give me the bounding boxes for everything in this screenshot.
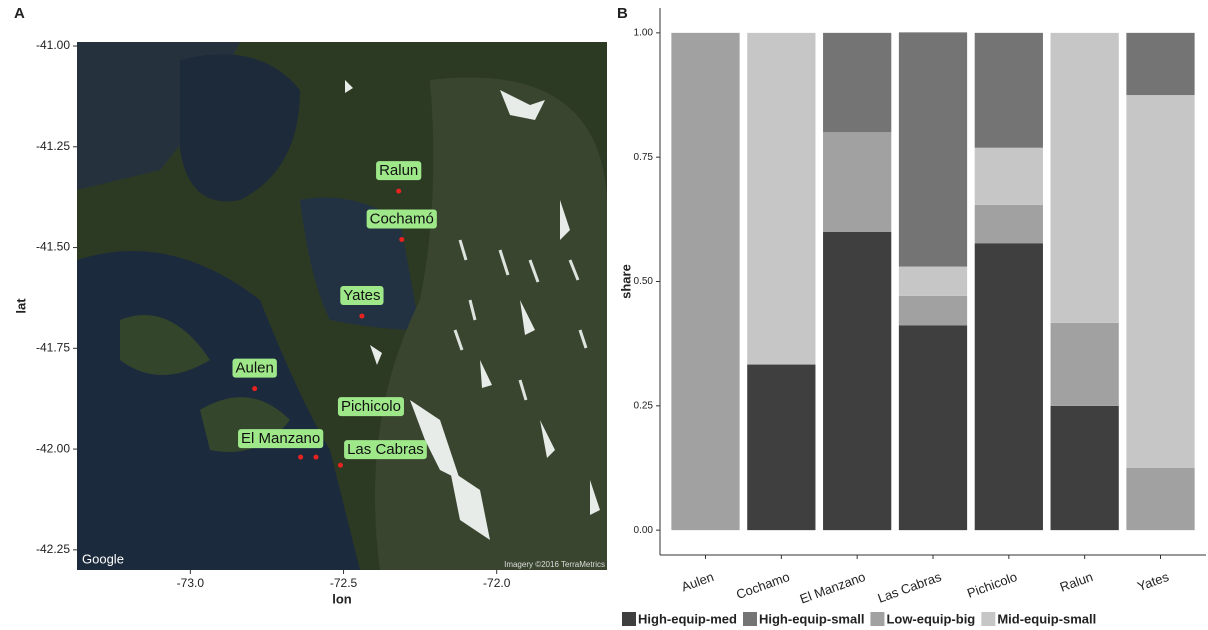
x-tick-label: -73.0 — [177, 576, 205, 590]
bar-segment — [1051, 406, 1119, 530]
map-image — [77, 42, 607, 570]
site-point — [338, 463, 343, 468]
site-label: Ralun — [379, 162, 418, 179]
site-point — [396, 189, 401, 194]
panel-label: A — [14, 5, 25, 22]
bar-segment — [671, 33, 739, 530]
y-tick-label: -41.25 — [36, 139, 70, 153]
map-credit: Google — [82, 551, 124, 566]
bar-segment — [1126, 95, 1194, 468]
bar-segment — [975, 148, 1043, 205]
bar-segment — [1126, 33, 1194, 95]
legend-swatch — [743, 612, 757, 626]
bar-segment — [1051, 33, 1119, 323]
site-label: Yates — [343, 287, 380, 304]
map-credit: Imagery ©2016 TerraMetrics — [504, 560, 605, 569]
y-tick-label: -41.50 — [36, 240, 70, 254]
x-axis-title: lon — [332, 591, 352, 606]
y-tick-label: 0.75 — [634, 152, 654, 163]
y-tick-label: -41.75 — [36, 340, 70, 354]
site-label: Pichicolo — [341, 398, 401, 415]
page: A B -73.0 -72.5 -72.0 -41.00 -41.25 -41.50 -41… — [0, 0, 1208, 630]
bar-segment — [975, 205, 1043, 243]
x-tick-label: Ralun — [1058, 569, 1095, 595]
x-tick-label: Yates — [1135, 569, 1171, 594]
site-label: El Manzano — [241, 430, 320, 447]
x-tick-label: El Manzano — [798, 569, 868, 607]
x-tick-label: Aulen — [679, 569, 715, 594]
legend-label: Mid-equip-small — [997, 611, 1096, 626]
site-label: Las Cabras — [347, 441, 424, 458]
site-label: Aulen — [236, 360, 274, 377]
bar-segment — [747, 365, 815, 531]
site-point — [298, 455, 303, 460]
y-axis-title: lat — [13, 298, 28, 314]
bar-segment — [899, 296, 967, 325]
bar-segment — [823, 33, 891, 132]
bar-segment — [823, 132, 891, 231]
legend-swatch — [870, 612, 884, 626]
bar-segment — [1051, 323, 1119, 406]
site-label: Cochamó — [370, 210, 434, 227]
y-axis-title: share — [618, 264, 633, 299]
legend-label: High-equip-small — [759, 611, 864, 626]
x-tick-label: -72.5 — [330, 576, 358, 590]
site-point — [359, 314, 364, 319]
figure: A B -73.0 -72.5 -72.0 -41.00 -41.25 -41.50 -41… — [0, 0, 1208, 630]
legend-swatch — [622, 612, 636, 626]
bar-segment — [823, 232, 891, 530]
x-tick-label: Pichicolo — [965, 569, 1019, 601]
y-tick-label: -41.00 — [36, 38, 70, 52]
bar-segment — [975, 33, 1043, 148]
site-point — [399, 237, 404, 242]
y-tick-label: 0.00 — [634, 525, 654, 536]
panel-label: B — [617, 5, 628, 22]
legend-swatch — [981, 612, 995, 626]
x-tick-label: -72.0 — [483, 576, 511, 590]
site-point — [252, 386, 257, 391]
y-tick-label: 0.50 — [634, 276, 654, 287]
bar-segment — [1126, 468, 1194, 530]
site-point — [313, 455, 318, 460]
legend-label: High-equip-med — [638, 611, 737, 626]
y-tick-label: -42.00 — [36, 441, 70, 455]
legend-label: Low-equip-big — [886, 611, 975, 626]
x-tick-label: Cochamo — [734, 569, 791, 602]
y-tick-label: -42.25 — [36, 542, 70, 556]
bar-segment — [747, 33, 815, 365]
bar-segment — [975, 243, 1043, 530]
bar-segment — [899, 267, 967, 296]
y-tick-label: 0.25 — [634, 400, 654, 411]
y-tick-label: 1.00 — [634, 28, 654, 39]
bar-segment — [899, 32, 967, 266]
x-tick-label: Las Cabras — [876, 569, 944, 606]
bar-segment — [899, 325, 967, 530]
